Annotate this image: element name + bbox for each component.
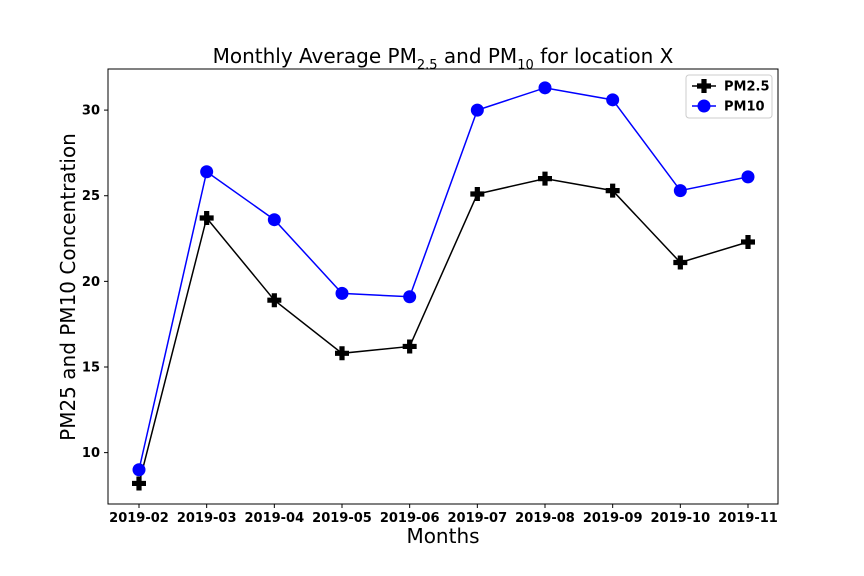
legend-marker-pm10: [697, 99, 711, 113]
data-point-pm2-5: [402, 339, 417, 354]
data-point-pm10: [200, 165, 214, 179]
legend: PM2.5 PM10: [685, 74, 773, 119]
y-tick-label: 30: [82, 104, 100, 119]
y-axis: 10 15 20 25 30: [82, 104, 108, 461]
legend-label-pm10: PM10: [724, 100, 765, 115]
series-line-pm2-5: [138, 177, 749, 484]
data-point-pm10: [267, 213, 281, 227]
plot-area-frame: [107, 68, 779, 505]
data-point-pm10: [403, 290, 417, 304]
x-tick-label: 2019-09: [583, 511, 643, 526]
x-tick-label: 2019-06: [380, 511, 440, 526]
data-point-pm2-5: [267, 293, 282, 308]
series-pm10: [132, 81, 755, 477]
data-point-pm10: [673, 184, 687, 198]
legend-marker-pm2-5: [697, 79, 711, 93]
data-point-pm2-5: [470, 187, 485, 202]
series-pm2-5: [132, 171, 755, 491]
y-tick-label: 20: [82, 275, 100, 290]
x-tick-label: 2019-02: [109, 511, 169, 526]
data-point-pm10: [335, 286, 349, 300]
data-point-pm10: [470, 103, 484, 117]
series-layer: [132, 81, 755, 491]
data-point-pm10: [538, 81, 552, 95]
y-tick-label: 25: [82, 189, 100, 204]
y-tick-label: 10: [82, 446, 100, 461]
x-tick-label: 2019-11: [718, 511, 778, 526]
data-point-pm10: [132, 463, 146, 477]
x-axis: 2019-02 2019-03 2019-04 2019-05 2019-06 2019-…: [109, 504, 778, 526]
data-point-pm2-5: [673, 255, 688, 270]
y-axis-label: PM25 and PM10 Concentration: [56, 133, 80, 441]
data-point-pm2-5: [538, 171, 552, 186]
data-point-pm2-5: [605, 183, 620, 198]
legend-label-pm2-5: PM2.5: [724, 80, 770, 95]
data-point-pm2-5: [741, 234, 755, 249]
x-tick-label: 2019-07: [447, 511, 507, 526]
x-tick-label: 2019-10: [650, 511, 710, 526]
x-tick-label: 2019-05: [312, 511, 372, 526]
data-point-pm2-5: [132, 476, 146, 491]
series-line-pm10: [138, 87, 749, 470]
data-point-pm2-5: [335, 346, 349, 361]
x-axis-label: Months: [406, 524, 479, 548]
x-tick-label: 2019-08: [515, 511, 575, 526]
chart-title: Monthly Average PM2.5 and PM10 for locat…: [213, 44, 674, 73]
x-tick-label: 2019-03: [177, 511, 237, 526]
y-tick-label: 15: [82, 360, 100, 375]
x-tick-label: 2019-04: [244, 511, 304, 526]
data-point-pm10: [606, 93, 620, 107]
data-point-pm2-5: [199, 210, 214, 225]
data-point-pm10: [741, 170, 755, 184]
